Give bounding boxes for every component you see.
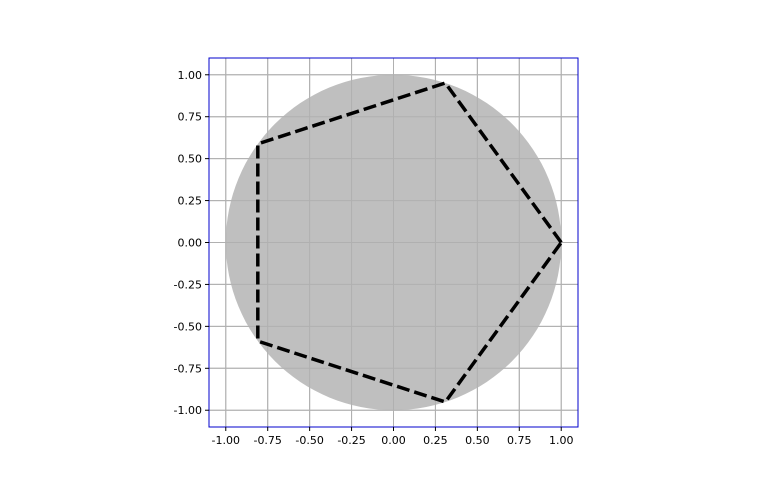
- y-tick-label: -0.25: [174, 278, 202, 291]
- x-tick-label: -0.25: [337, 434, 365, 447]
- circle-layer: [209, 58, 578, 427]
- x-tick-label: -0.75: [253, 434, 281, 447]
- y-tick-label: 1.00: [178, 69, 203, 82]
- y-tick-label: 0.00: [178, 237, 203, 250]
- x-tick-label: 0.00: [381, 434, 406, 447]
- x-tick-label: 1.00: [549, 434, 574, 447]
- y-tick-label: -0.75: [174, 362, 202, 375]
- y-tick-label: -1.00: [174, 404, 202, 417]
- x-tick-label: 0.75: [507, 434, 532, 447]
- y-tick-label: -0.50: [174, 320, 202, 333]
- x-tick-label: -1.00: [212, 434, 240, 447]
- y-tick-label: 0.50: [178, 153, 203, 166]
- x-tick-label: 0.25: [423, 434, 448, 447]
- y-tick-label: 0.75: [178, 111, 203, 124]
- x-tick-label: 0.50: [465, 434, 490, 447]
- y-tick-label: 0.25: [178, 195, 203, 208]
- x-tick-label: -0.50: [295, 434, 323, 447]
